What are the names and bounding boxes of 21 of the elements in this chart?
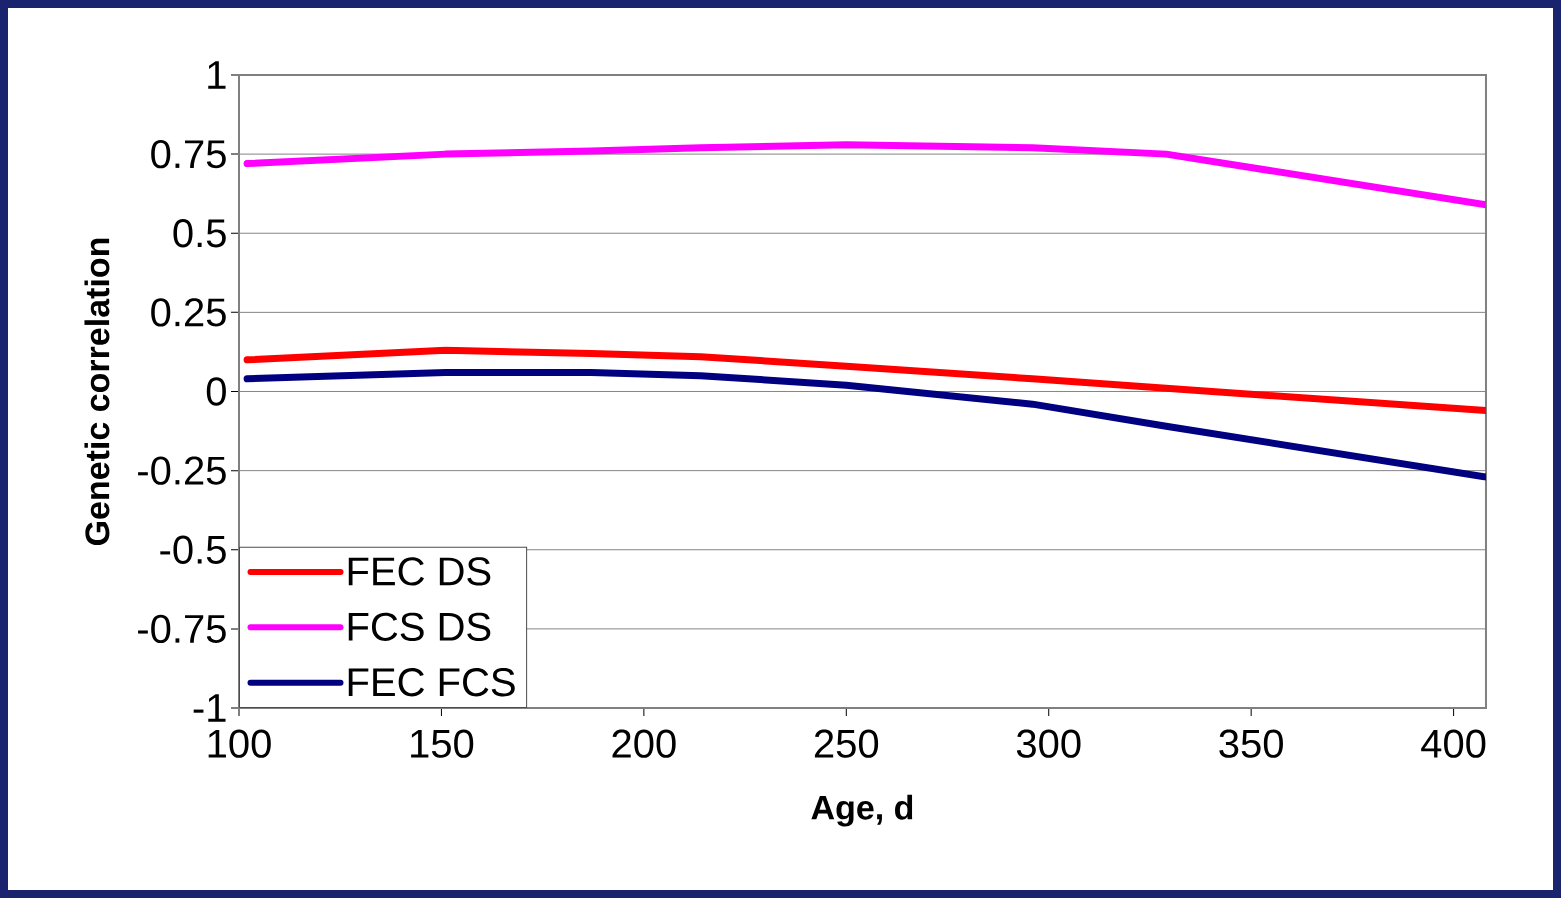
y-tick-label: 0 xyxy=(206,377,226,406)
legend-label: FCS DS xyxy=(348,612,491,641)
x-tick-label: 400 xyxy=(1421,729,1486,758)
y-tick-label: 0.75 xyxy=(151,139,226,169)
x-tick-label: 150 xyxy=(411,729,474,758)
x-tick-label: 250 xyxy=(814,729,879,758)
y-tick-label: 1 xyxy=(208,61,226,89)
y-tick-label: -0.25 xyxy=(138,456,226,485)
y-tick-label: 0.5 xyxy=(173,219,226,248)
y-tick-label: 0.25 xyxy=(151,298,226,327)
y-tick-label: -1 xyxy=(193,694,226,722)
x-tick-label: 350 xyxy=(1219,729,1283,758)
legend-label: FEC FCS xyxy=(348,668,515,697)
y-tick-label: -0.5 xyxy=(160,535,226,564)
x-axis-title: Age, d xyxy=(811,794,913,827)
x-tick-label: 300 xyxy=(1016,729,1081,758)
legend-label: FEC DS xyxy=(348,557,491,586)
x-tick-label: 200 xyxy=(612,729,676,758)
x-tick-label: 100 xyxy=(208,729,271,758)
y-axis-title: Genetic correlation xyxy=(84,238,110,546)
y-tick-label: -0.75 xyxy=(138,614,226,644)
